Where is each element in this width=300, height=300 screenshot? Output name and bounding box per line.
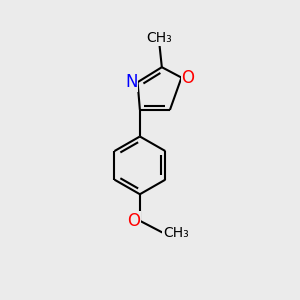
Text: O: O (182, 69, 194, 87)
Text: CH₃: CH₃ (147, 31, 172, 45)
Text: CH₃: CH₃ (163, 226, 189, 240)
Text: N: N (125, 73, 138, 91)
Text: O: O (127, 212, 140, 230)
